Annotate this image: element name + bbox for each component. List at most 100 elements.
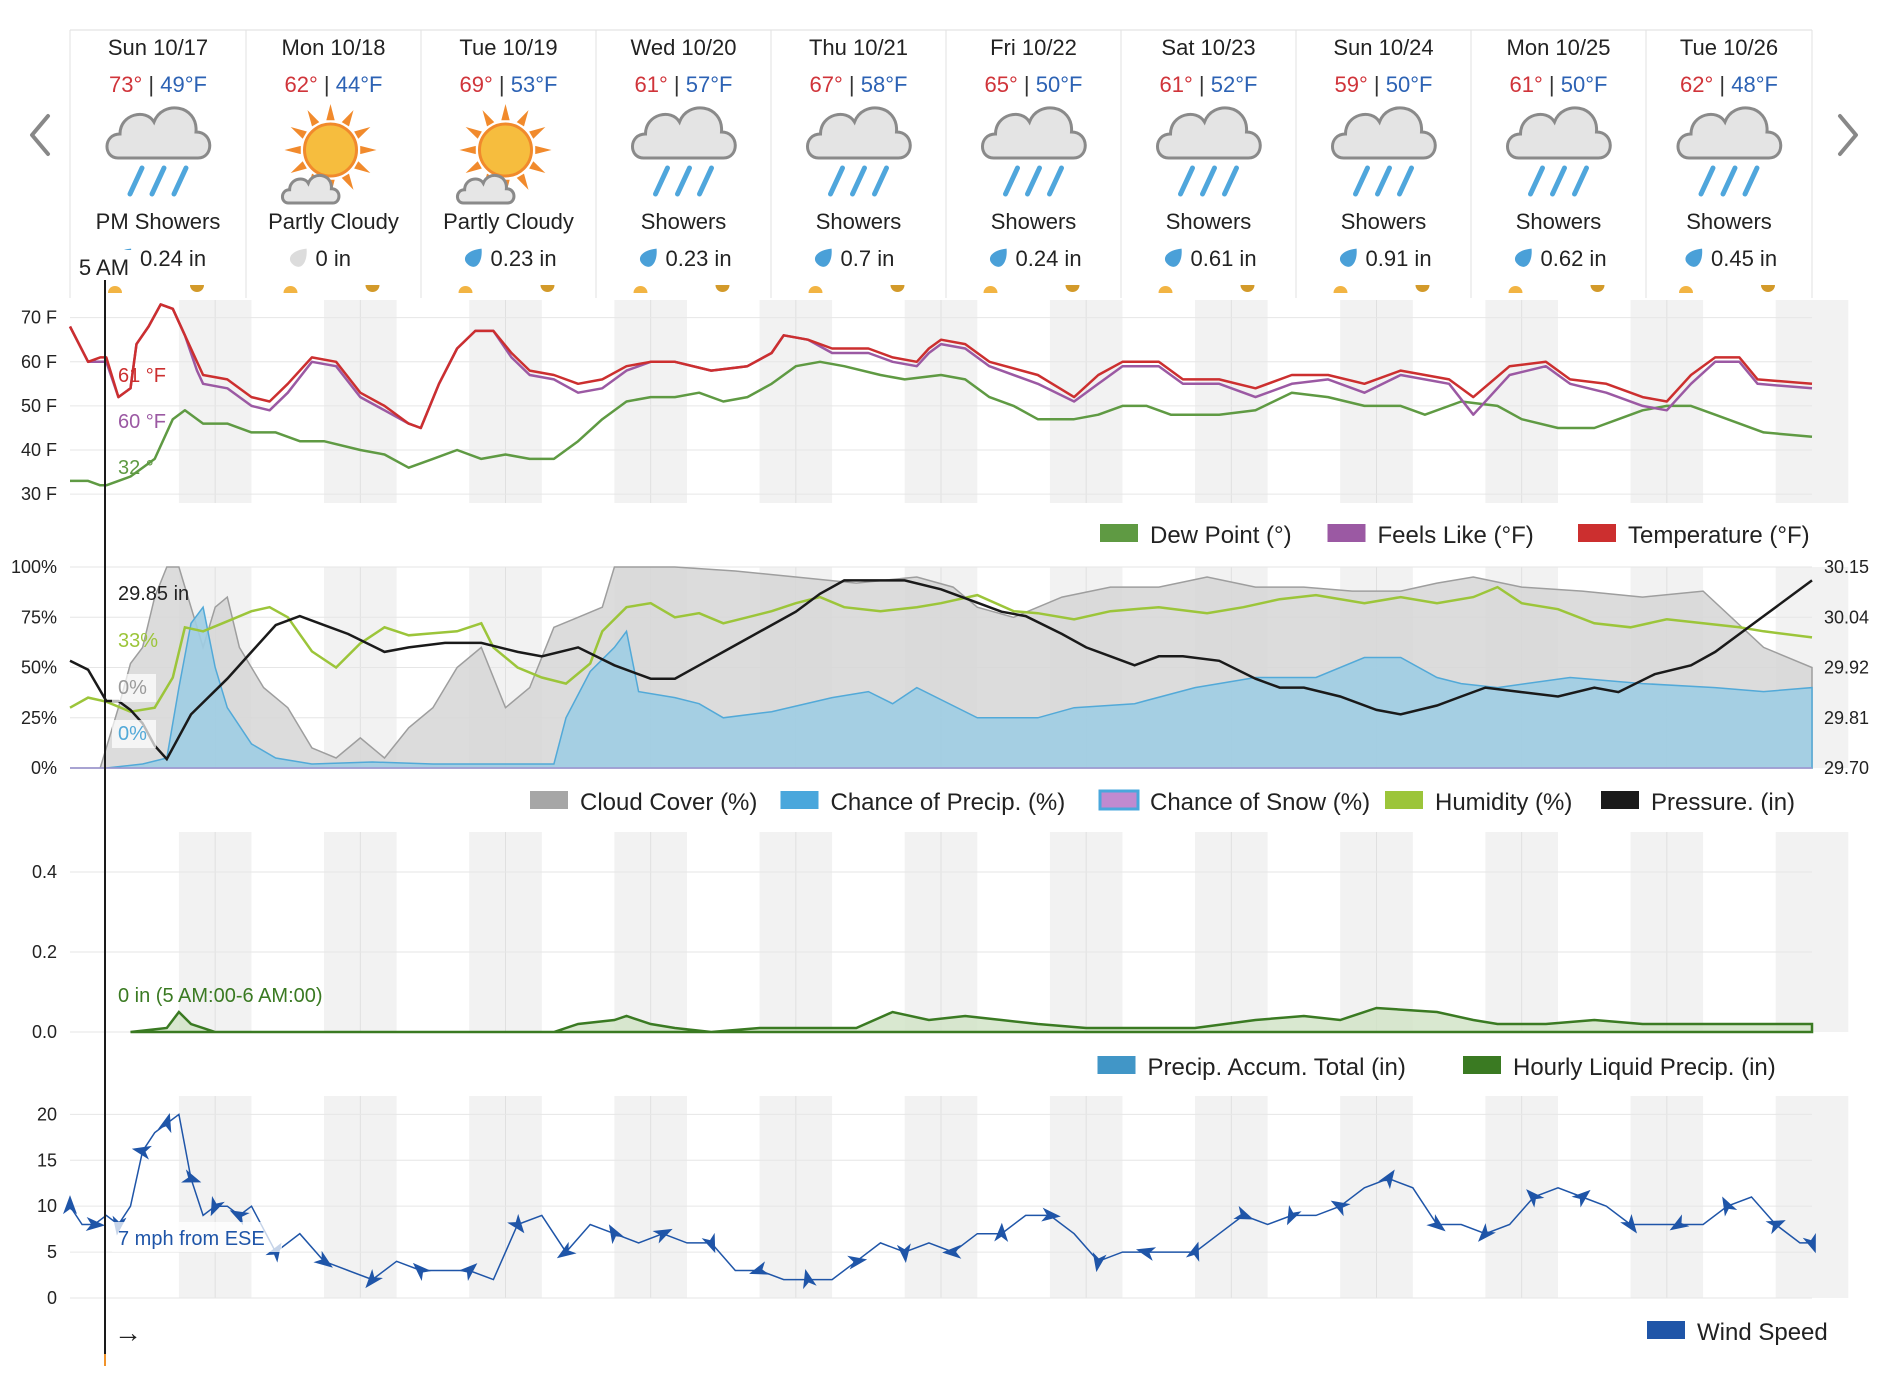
sun-disc [478, 122, 533, 178]
rain-cloud-icon [105, 106, 212, 197]
sun-ray [516, 110, 529, 127]
condition-label: Partly Cloudy [268, 209, 399, 234]
sunset-icon [890, 285, 905, 292]
rain-cloud-icon [1156, 106, 1262, 197]
wind-direction-arrow [556, 1241, 577, 1259]
high-temp: 59° [1335, 72, 1368, 97]
sunrise-icon [633, 286, 648, 293]
legend-swatch [1463, 1056, 1501, 1074]
low-temp: 50°F [1036, 72, 1083, 97]
hi-lo-temps: 61° | 50°F [1510, 72, 1608, 97]
sunrise-icon [1333, 286, 1348, 293]
day-column: Mon 10/18 62° | 44°F Partly Cloudy 0 in [268, 35, 399, 293]
humidity-line [69, 585, 1813, 713]
rain-drop [1353, 165, 1370, 197]
partly-cloudy-icon [455, 104, 552, 205]
rain-drop [1572, 165, 1589, 197]
rain-cloud-icon [1506, 106, 1612, 197]
y-tick-label: 10 [37, 1196, 57, 1216]
hi-lo-separator: | [318, 72, 336, 97]
wind-direction-arrow [1722, 1196, 1738, 1217]
wind-direction-arrow [1669, 1214, 1690, 1231]
next-arrow-button[interactable] [1828, 110, 1868, 160]
day-column: Tue 10/26 62° | 48°F Showers 0.45 in [1676, 35, 1783, 293]
wind-direction-arrow [181, 1169, 202, 1183]
rain-drop [1720, 165, 1738, 197]
wind-direction-arrow [1286, 1205, 1302, 1226]
day-columns: Sun 10/17 73° | 49°F PM Showers 0.24 in Mon … [69, 29, 1813, 298]
sunset-icon [1590, 285, 1605, 292]
wind-direction-arrow [63, 1195, 77, 1215]
wind-direction-arrow [1802, 1232, 1816, 1254]
cloud-shape [981, 106, 1087, 160]
series-line-dew-point [70, 360, 1813, 487]
wind-direction-arrow [1092, 1252, 1107, 1273]
hi-lo-temps: 61° | 52°F [1160, 72, 1258, 97]
sunrise-icon [808, 286, 823, 293]
y-tick-label: 0.4 [32, 862, 57, 882]
high-temp: 61° [635, 72, 668, 97]
night-band [1775, 300, 1849, 503]
sunset-icon [540, 285, 555, 292]
rain-drop [675, 165, 692, 197]
y-tick-label: 0.2 [32, 942, 57, 962]
sunset-icon [1065, 285, 1080, 292]
next-arrow-icon [1838, 114, 1858, 156]
sun-ray [465, 127, 482, 139]
cursor-time-label: 5 AM [79, 255, 129, 280]
wind-direction-arrow [1135, 1247, 1157, 1261]
hi-lo-temps: 62° | 44°F [285, 72, 383, 97]
rain-drop [1698, 165, 1716, 197]
condition-label: Partly Cloudy [443, 209, 574, 234]
rain-drop [1222, 165, 1239, 197]
wind-direction-arrow [1620, 1213, 1638, 1234]
precip-amount: 0.62 in [1541, 246, 1607, 271]
low-temp: 50°F [1386, 72, 1433, 97]
rain-drop [127, 165, 145, 197]
y2-tick-label: 29.81 [1824, 708, 1869, 728]
legend-label: Hourly Liquid Precip. (in) [1513, 1054, 1776, 1081]
rain-drop [1003, 165, 1020, 197]
wind-direction-arrow [942, 1244, 962, 1259]
legend-swatch [1097, 1056, 1136, 1074]
sun-ray [290, 161, 307, 173]
condition-label: Showers [991, 209, 1077, 234]
sunrise-icon [1679, 286, 1693, 293]
sun-ray [326, 104, 335, 121]
hi-lo-temps: 59° | 50°F [1335, 72, 1433, 97]
rain-drop [1047, 165, 1064, 197]
legend-label: Wind Speed [1697, 1319, 1828, 1346]
legend-label: Humidity (%) [1435, 789, 1572, 816]
y-tick-label: 15 [37, 1150, 57, 1170]
sunrise-icon [1508, 286, 1523, 293]
y-tick-label: 60 F [21, 352, 57, 372]
sun-ray [529, 161, 546, 173]
high-temp: 62° [1680, 72, 1713, 97]
precip-amount: 0.23 in [666, 246, 732, 271]
sun-ray [535, 145, 552, 155]
wind-direction-arrow [1041, 1207, 1061, 1222]
wind-direction-arrow [412, 1262, 432, 1282]
y2-tick-label: 29.92 [1824, 658, 1869, 678]
y-tick-label: 20 [37, 1104, 57, 1124]
cursor-value-label: 0 in (5 AM:00-6 AM:00) [118, 985, 323, 1007]
wind-direction-arrow [608, 1224, 625, 1245]
cursor-value-label: 29.85 in [118, 583, 189, 605]
prev-arrow-button[interactable] [20, 110, 60, 160]
night-band [1775, 1096, 1849, 1298]
legend-label: Cloud Cover (%) [580, 789, 757, 816]
wind-direction-arrow [458, 1263, 478, 1282]
rain-drop [1375, 165, 1392, 197]
sun-ray [307, 110, 320, 127]
hi-lo-temps: 67° | 58°F [810, 72, 908, 97]
legend-label: Pressure. (in) [1651, 789, 1795, 816]
wind-direction-arrow [803, 1268, 817, 1290]
legend-swatch [1098, 789, 1140, 811]
wind-direction-arrow [210, 1196, 225, 1217]
rain-drop [697, 165, 714, 197]
condition-label: Showers [1341, 209, 1427, 234]
wind-direction-arrow [1571, 1189, 1591, 1208]
sunset-icon [190, 285, 204, 292]
prev-arrow-icon [30, 114, 50, 156]
wind-direction-arrow [1765, 1220, 1786, 1235]
